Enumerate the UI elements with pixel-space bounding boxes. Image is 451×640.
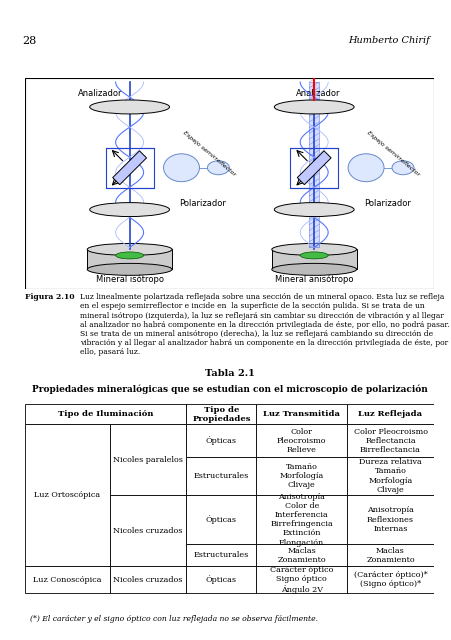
Text: Estructurales: Estructurales [193, 472, 249, 480]
Bar [346, 424, 433, 457]
Text: (*) El carácter y el signo óptico con luz reflejada no se observa fácilmente.: (*) El carácter y el signo óptico con lu… [30, 615, 317, 623]
Ellipse shape [87, 243, 172, 255]
Polygon shape [297, 151, 331, 185]
Text: Anisotropía
Color de
Interferencia
Birrefringencia
Extinción
Elongación: Anisotropía Color de Interferencia Birre… [270, 493, 332, 547]
Bar [110, 495, 186, 566]
Polygon shape [112, 151, 146, 185]
Bar [110, 424, 186, 495]
Text: Anisotropía
Reflexiones
Internas: Anisotropía Reflexiones Internas [366, 506, 413, 533]
Text: Luz Conoscópica: Luz Conoscópica [33, 576, 101, 584]
Text: Mineral anisótropo: Mineral anisótropo [274, 275, 353, 284]
Text: Nicoles cruzados: Nicoles cruzados [113, 576, 182, 584]
Bar [25, 404, 186, 424]
Text: Luz linealmente polarizada reflejada sobre una sección de un mineral opaco. Esta: Luz linealmente polarizada reflejada sob… [79, 293, 448, 356]
Ellipse shape [274, 203, 353, 216]
Ellipse shape [271, 264, 356, 275]
Text: Figura 2.10: Figura 2.10 [25, 293, 74, 301]
Bar [186, 404, 256, 424]
Text: 28: 28 [22, 36, 36, 45]
Ellipse shape [163, 154, 199, 182]
Bar [256, 566, 346, 593]
Text: Humberto Chirif: Humberto Chirif [347, 36, 429, 45]
Bar [346, 545, 433, 566]
Bar [186, 566, 256, 593]
Text: Espejo semirreflector: Espejo semirreflector [181, 131, 235, 177]
Ellipse shape [115, 252, 143, 259]
Bar [271, 250, 356, 269]
Text: Ópticas: Ópticas [206, 575, 236, 584]
Text: Tabla 2.1: Tabla 2.1 [204, 369, 254, 378]
Bar [308, 82, 318, 248]
Bar [186, 545, 256, 566]
Ellipse shape [207, 161, 229, 175]
Text: Analizador: Analizador [77, 89, 122, 98]
Bar [186, 457, 256, 495]
Text: Analizador: Analizador [295, 89, 340, 98]
Text: Nicoles paralelos: Nicoles paralelos [113, 456, 183, 463]
Bar [87, 250, 172, 269]
Bar [290, 148, 337, 188]
Bar [346, 457, 433, 495]
Ellipse shape [347, 154, 383, 182]
Bar [346, 404, 433, 424]
Ellipse shape [391, 161, 413, 175]
Text: Propiedades mineralógicas que se estudian con el microscopio de polarización: Propiedades mineralógicas que se estudia… [32, 384, 426, 394]
Bar [186, 495, 256, 545]
Bar [256, 424, 346, 457]
Bar [346, 566, 433, 593]
Text: Color
Pleocroismo
Relieve: Color Pleocroismo Relieve [276, 428, 326, 454]
Ellipse shape [89, 203, 169, 216]
Text: Maclas
Zonamiento: Maclas Zonamiento [365, 547, 414, 564]
Text: Polarizador: Polarizador [363, 199, 410, 208]
Ellipse shape [89, 100, 169, 114]
Text: Dureza relativa
Tamaño
Morfología
Clivaje: Dureza relativa Tamaño Morfología Clivaj… [359, 458, 421, 494]
Ellipse shape [274, 100, 353, 114]
Text: Luz Transmitida: Luz Transmitida [262, 410, 340, 419]
Bar [346, 495, 433, 545]
Text: Carácter óptico
Signo óptico
Ángulo 2V: Carácter óptico Signo óptico Ángulo 2V [269, 566, 333, 593]
Bar [110, 566, 186, 593]
Text: Ópticas: Ópticas [206, 436, 236, 445]
Text: Ópticas: Ópticas [206, 515, 236, 524]
Bar [256, 457, 346, 495]
Text: Tipo de Iluminación: Tipo de Iluminación [58, 410, 153, 419]
Text: Nicoles cruzados: Nicoles cruzados [113, 527, 182, 534]
Text: Estructurales: Estructurales [193, 552, 249, 559]
Text: Espejo semirreflector: Espejo semirreflector [365, 131, 420, 177]
Text: Mineral isótropo: Mineral isótropo [96, 275, 163, 284]
Text: Maclas
Zonamiento: Maclas Zonamiento [277, 547, 325, 564]
Bar [25, 566, 110, 593]
Bar [106, 148, 153, 188]
Text: Luz Reflejada: Luz Reflejada [358, 410, 422, 419]
Bar [25, 424, 110, 566]
Text: Color Pleocroismo
Reflectancia
Birreflectancia: Color Pleocroismo Reflectancia Birreflec… [353, 428, 427, 454]
Bar [186, 424, 256, 457]
Text: Tipo de
Propiedades: Tipo de Propiedades [192, 406, 250, 423]
Text: Luz Ortoscópica: Luz Ortoscópica [34, 492, 100, 499]
Bar [256, 545, 346, 566]
Ellipse shape [87, 264, 172, 275]
Bar [256, 404, 346, 424]
Text: Polarizador: Polarizador [179, 199, 226, 208]
Text: (Carácter óptico)*
(Signo óptico)*: (Carácter óptico)* (Signo óptico)* [353, 571, 427, 588]
Ellipse shape [271, 243, 356, 255]
Text: Tamaño
Morfología
Clivaje: Tamaño Morfología Clivaje [279, 463, 323, 489]
Ellipse shape [299, 252, 327, 259]
Bar [256, 495, 346, 545]
